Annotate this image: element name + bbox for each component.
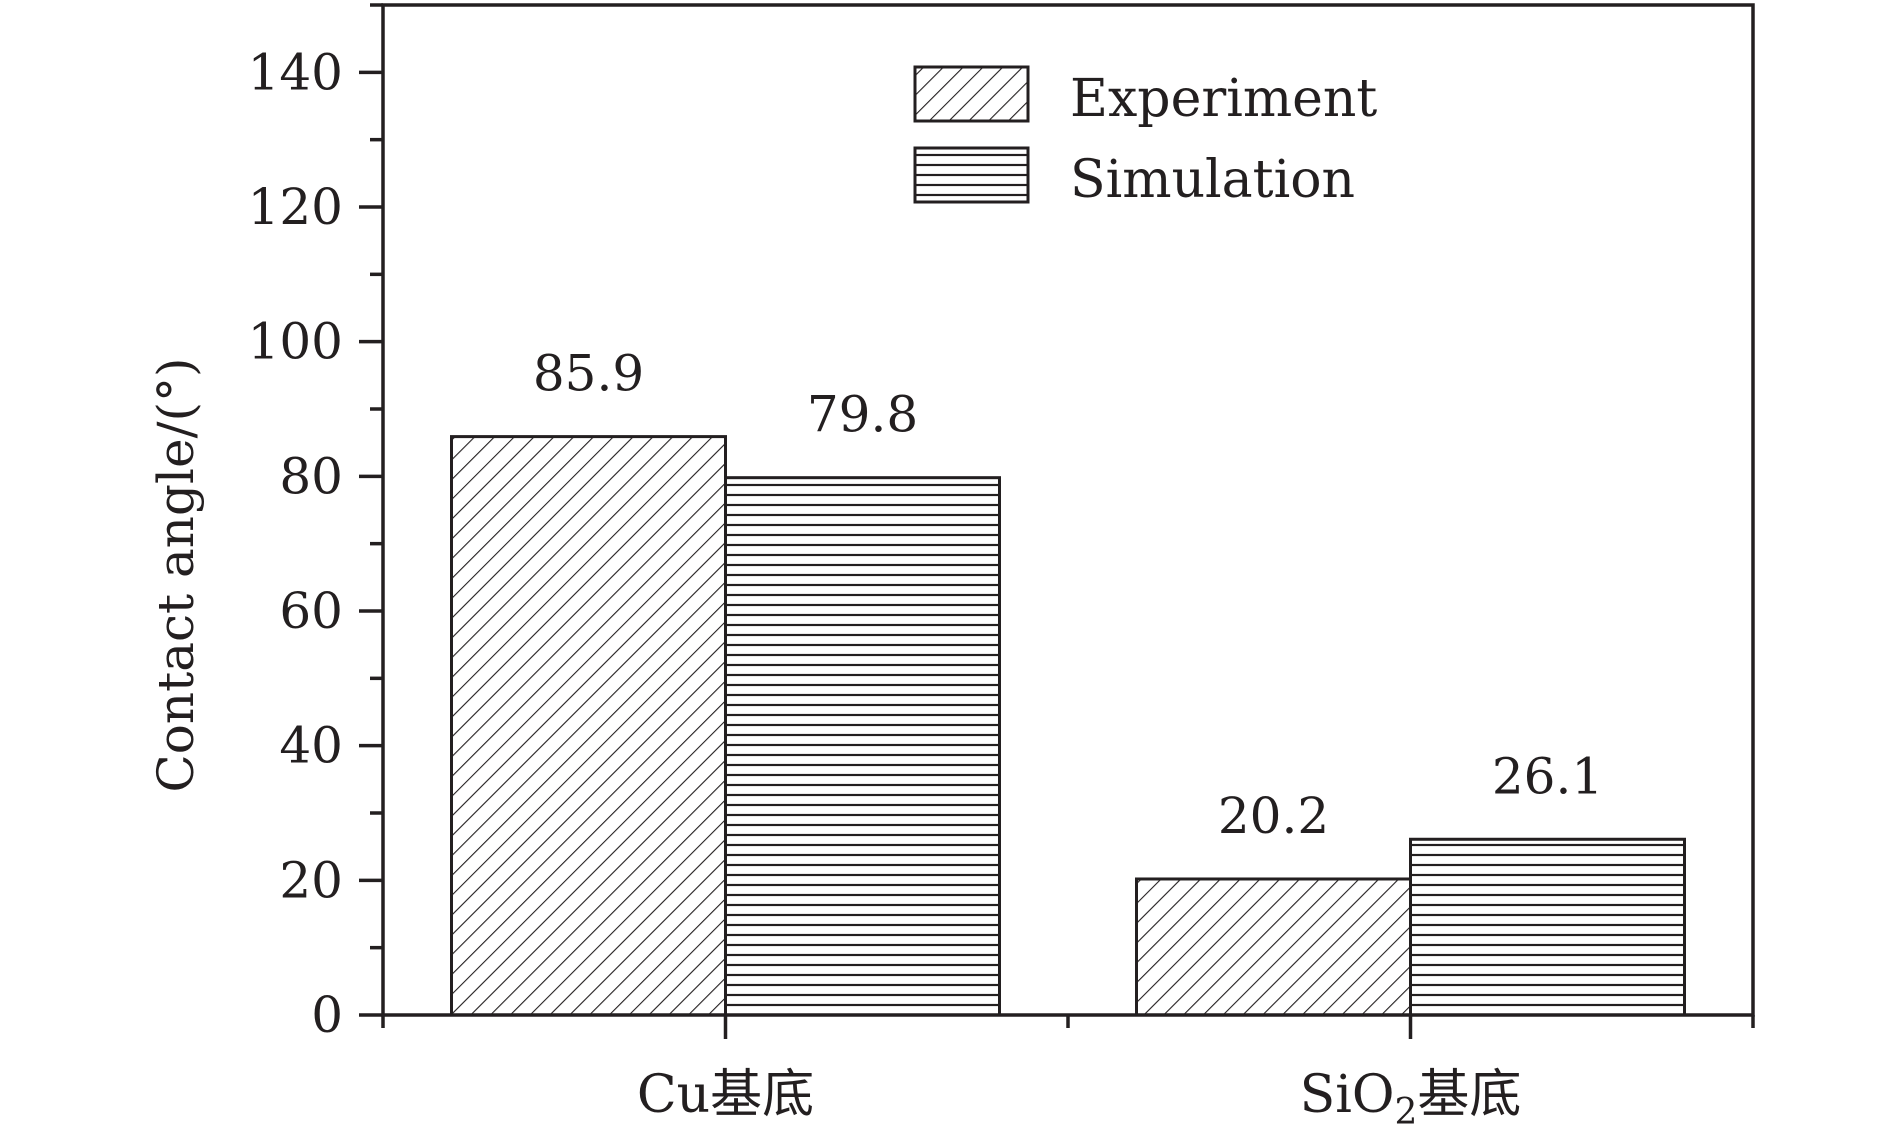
legend-label-experiment: Experiment: [1070, 69, 1377, 129]
y-tick-label: 60: [279, 582, 343, 640]
legend: Experiment Simulation: [913, 65, 1377, 210]
bar-simulation-1: [1409, 837, 1686, 1017]
data-label-experiment-0: 85.9: [533, 345, 644, 403]
y-axis-ticks: 0 20 40 60 80 100 120 140: [248, 3, 383, 1044]
x-category-label-1: SiO2基底: [1300, 1065, 1522, 1133]
bars-group: [450, 435, 1686, 1017]
y-axis-title: Contact angle/(°): [147, 358, 205, 793]
bar-simulation-0: [724, 476, 1001, 1017]
y-tick-label: 120: [248, 178, 343, 236]
bar-experiment-0: [450, 435, 727, 1017]
y-tick-label: 80: [279, 447, 343, 505]
y-tick-label: 40: [279, 717, 343, 775]
data-label-simulation-1: 26.1: [1492, 747, 1603, 805]
y-tick-label: 20: [279, 851, 343, 909]
x-axis-ticks: [381, 1015, 1755, 1039]
legend-swatch-simulation: [913, 146, 1030, 204]
data-label-simulation-0: 79.8: [807, 386, 918, 444]
legend-swatch-experiment: [913, 65, 1030, 123]
bar-experiment-1: [1135, 877, 1412, 1017]
data-labels-group: 85.9 20.2 79.8 26.1: [533, 345, 1603, 845]
x-category-label-0: Cu基底: [637, 1065, 814, 1125]
y-tick-label: 100: [248, 313, 343, 371]
data-label-experiment-1: 20.2: [1218, 787, 1329, 845]
y-tick-label: 140: [248, 43, 343, 101]
y-tick-label: 0: [311, 986, 343, 1044]
x-category-labels: Cu基底 SiO2基底: [637, 1065, 1522, 1133]
legend-label-simulation: Simulation: [1070, 150, 1355, 210]
